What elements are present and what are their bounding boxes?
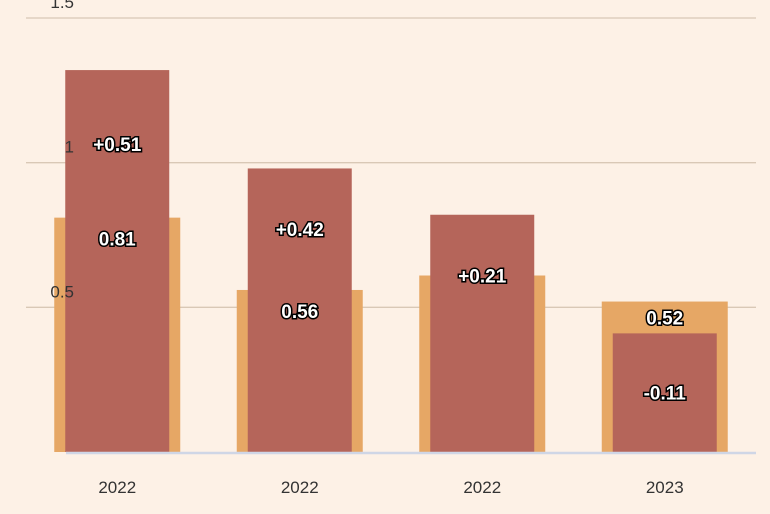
bar-change-label: +0.51 — [93, 135, 142, 156]
bar-change-label: -0.11 — [644, 384, 687, 405]
y-tick-label: 0.5 — [50, 282, 74, 301]
bar-base-label: 0.81 — [99, 230, 136, 251]
x-tick-label: 2023 — [646, 478, 684, 497]
y-axis-tick-labels: 0.5 1 1.5 — [50, 0, 74, 301]
bar-labels: +0.51 0.81 +0.42 0.56 +0.21 0.52 -0.11 — [92, 133, 688, 406]
total-bar — [612, 333, 717, 452]
bar-change-label: +0.21 — [458, 267, 507, 288]
total-bar — [65, 70, 170, 452]
bar-base-label: 0.52 — [646, 308, 683, 329]
bar-change-label: +0.42 — [276, 220, 324, 241]
total-bars — [65, 70, 717, 452]
x-tick-label: 2022 — [463, 478, 501, 497]
bar-base-label: 0.56 — [281, 302, 318, 323]
y-tick-label: 1.5 — [50, 0, 74, 12]
total-bar — [247, 168, 352, 452]
x-axis-tick-labels: 2022 2022 2022 2023 — [66, 451, 756, 497]
y-tick-label: 1 — [65, 138, 74, 157]
x-tick-label: 2022 — [98, 478, 136, 497]
x-tick-label: 2022 — [281, 478, 319, 497]
total-bar — [430, 214, 535, 452]
